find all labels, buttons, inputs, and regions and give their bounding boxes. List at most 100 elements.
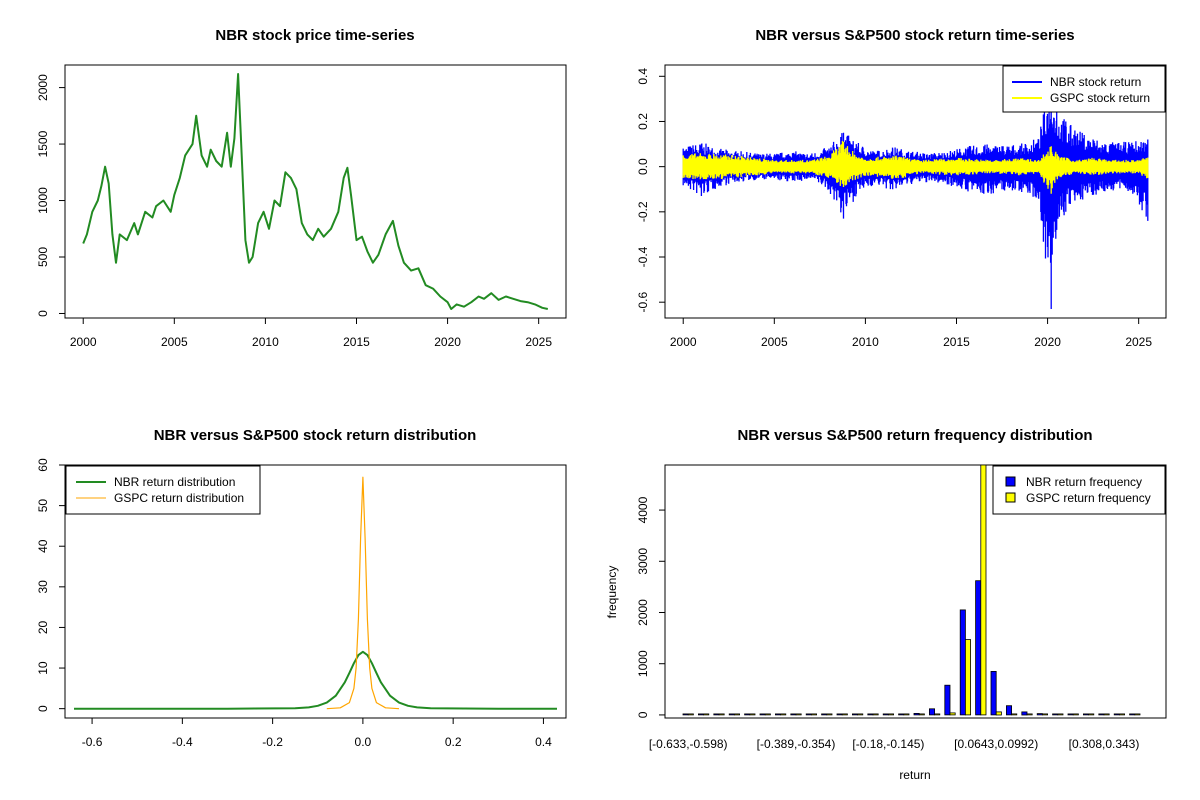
y-tick-label: 20	[36, 620, 50, 634]
bar-gspc	[872, 713, 879, 716]
bar-gspc	[949, 712, 956, 716]
x-tick-label: 2005	[161, 335, 188, 349]
x-tick-label: -0.2	[262, 735, 283, 749]
y-tick-label: -0.6	[636, 292, 650, 313]
y-tick-label: 30	[36, 580, 50, 594]
plot-area	[74, 476, 557, 710]
chart-title: NBR stock price time-series	[215, 27, 414, 44]
x-tick-label: 0.2	[445, 735, 462, 749]
bar-nbr	[1006, 705, 1013, 716]
panel-return-distribution: NBR versus S&P500 stock return distribut…	[36, 427, 567, 749]
bar-nbr	[775, 713, 782, 716]
bar-nbr	[1021, 711, 1028, 716]
y-tick-label: 4000	[636, 496, 650, 523]
plot-frame	[64, 464, 567, 719]
plot-area	[82, 73, 549, 310]
bar-nbr	[959, 609, 966, 716]
bar-gspc	[1042, 713, 1049, 716]
y-tick-label: 1000	[36, 187, 50, 214]
y-tick-label: 1500	[36, 130, 50, 157]
bar-nbr	[821, 713, 828, 716]
bar-nbr	[713, 713, 720, 716]
bar-gspc	[1057, 713, 1064, 716]
legend-box	[992, 465, 1166, 515]
bar-nbr	[744, 713, 751, 716]
y-tick-label: -0.4	[636, 246, 650, 267]
y-tick-label: 2000	[36, 74, 50, 101]
x-tick-label: 2000	[670, 335, 697, 349]
bar-gspc	[888, 713, 895, 716]
bar-gspc	[1088, 713, 1095, 716]
bar-gspc	[1011, 713, 1018, 716]
bar-gspc	[918, 713, 925, 716]
axis-ticks: 2000 2005 2010 2015 2020 2025 0 500 1000 1500 2000	[36, 74, 552, 349]
bar-nbr	[1083, 713, 1090, 716]
bar-nbr	[1036, 713, 1043, 716]
bar-gspc	[1026, 713, 1033, 716]
legend-box	[1002, 65, 1166, 113]
y-tick-label: 60	[36, 458, 50, 472]
series-density-gspc	[326, 476, 400, 710]
x-tick-label: -0.4	[172, 735, 193, 749]
y-tick-label: 0	[36, 310, 50, 317]
y-tick-label: 1000	[636, 650, 650, 677]
chart-title: NBR versus S&P500 return frequency distr…	[737, 427, 1092, 444]
bar-nbr	[975, 580, 982, 716]
bar-nbr	[1052, 713, 1059, 716]
x-axis-label: return	[899, 768, 930, 782]
bar-gspc	[826, 713, 833, 716]
bar-gspc	[749, 713, 756, 716]
bar-gspc	[764, 713, 771, 716]
bar-gspc	[734, 713, 741, 716]
bar-nbr	[990, 671, 997, 716]
x-tick-label: 2010	[852, 335, 879, 349]
legend-label-gspc: GSPC return distribution	[114, 491, 244, 505]
bar-nbr	[728, 713, 735, 716]
panel-return-frequency: NBR versus S&P500 return frequency distr…	[605, 427, 1167, 782]
x-tick-label: 2005	[761, 335, 788, 349]
series-density-nbr	[74, 650, 557, 710]
bar-nbr	[852, 713, 859, 716]
x-tick-label: 2015	[343, 335, 370, 349]
legend-label-gspc: GSPC return frequency	[1026, 491, 1151, 505]
bar-nbr	[898, 713, 905, 716]
legend-swatch-gspc	[1005, 492, 1016, 503]
bar-nbr	[1129, 713, 1136, 716]
legend-swatch-nbr	[1005, 476, 1016, 487]
bar-nbr	[1067, 713, 1074, 716]
legend: NBR stock return GSPC stock return	[1002, 65, 1166, 113]
bar-nbr	[882, 713, 889, 716]
legend: NBR return frequency GSPC return frequen…	[992, 465, 1166, 515]
panel-price-series: NBR stock price time-series 2000 2005 2010…	[36, 27, 567, 349]
y-tick-label: 0	[636, 711, 650, 718]
bar-nbr	[836, 713, 843, 716]
bar-nbr	[790, 713, 797, 716]
bar-gspc	[965, 639, 972, 716]
series-spikes-gspc	[682, 141, 1149, 194]
x-tick-label: 0.0	[355, 735, 372, 749]
x-tick-label: 2010	[252, 335, 279, 349]
legend-label-gspc: GSPC stock return	[1050, 91, 1150, 105]
bar-gspc	[841, 713, 848, 716]
bar-nbr	[1113, 713, 1120, 716]
y-tick-label: 0.4	[636, 68, 650, 85]
y-tick-label: 40	[36, 539, 50, 553]
bar-gspc	[703, 713, 710, 716]
bar-nbr	[682, 713, 689, 716]
bar-nbr	[805, 713, 812, 716]
x-tick-label: 2000	[70, 335, 97, 349]
y-tick-label: -0.2	[636, 201, 650, 222]
legend-label-nbr: NBR return frequency	[1026, 475, 1142, 489]
y-tick-label: 10	[36, 661, 50, 675]
bar-gspc	[1119, 713, 1126, 716]
bar-nbr	[913, 713, 920, 716]
x-tick-label: [0.308,0.343)	[1069, 737, 1140, 751]
y-tick-label: 0.0	[636, 158, 650, 175]
chart-title: NBR versus S&P500 stock return time-seri…	[755, 27, 1074, 44]
plot-frame	[664, 64, 1167, 319]
plot-area: [-0.633,-0.598) [-0.389,-0.354) [-0.18,-0.…	[649, 464, 1141, 751]
y-tick-label: 50	[36, 499, 50, 513]
x-tick-label: [-0.633,-0.598)	[649, 737, 728, 751]
legend: NBR return distribution GSPC return dist…	[65, 465, 261, 515]
